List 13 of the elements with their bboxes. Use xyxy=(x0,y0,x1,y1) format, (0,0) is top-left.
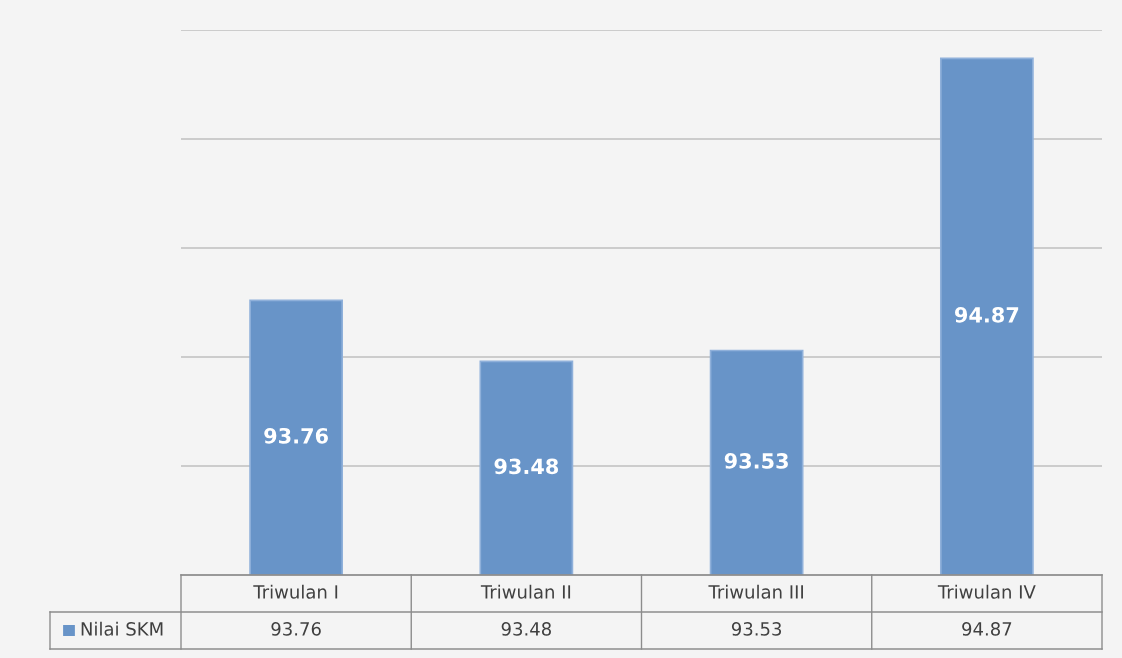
data-label: 93.76 xyxy=(264,427,328,444)
data-label: 93.53 xyxy=(724,453,788,469)
x-tick-label: Triwulan II xyxy=(480,584,571,599)
x-tick-label: Triwulan I xyxy=(253,584,338,599)
x-tick-label: Triwulan IV xyxy=(937,584,1036,599)
legend-label: Nilai SKM xyxy=(81,621,163,636)
text: 93.48 xyxy=(501,622,551,636)
x-tick-label: Triwulan III xyxy=(708,584,803,599)
text: 94.87 xyxy=(962,622,1012,636)
data-label: 93.48 xyxy=(494,458,559,475)
text: 93.76 xyxy=(271,622,321,636)
data-label: 94.87 xyxy=(955,306,1019,323)
text: 93.53 xyxy=(731,622,782,636)
